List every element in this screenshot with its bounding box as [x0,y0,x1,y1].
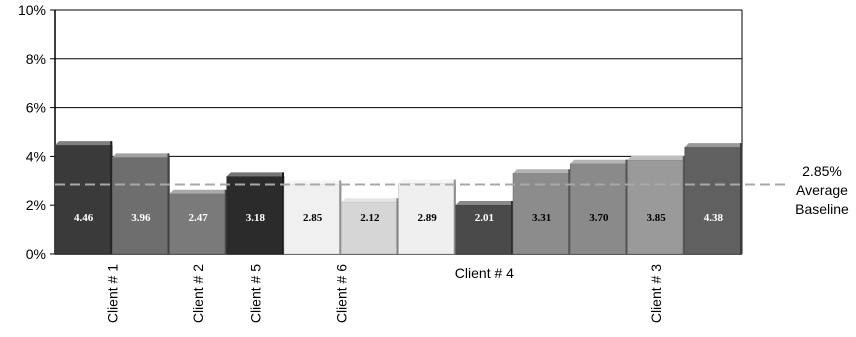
category-label: Client # 1 [104,264,120,323]
category-labels: Client # 1 Client # 2 Client # 5 Client # 6… [104,264,664,323]
y-axis-ticks: 0% 2% 4% 6% 8% 10% [18,2,55,262]
bar-top [169,189,227,194]
bar [398,183,456,255]
bar [54,144,113,255]
y-tick-label: 4% [26,148,46,164]
bar-value-label: 2.89 [418,212,438,224]
bar [512,172,571,255]
bar-value-label: 2.01 [475,212,494,224]
average-baseline: 2.85% Average Baseline [55,163,849,217]
bar-value-label: 2.12 [360,212,380,224]
y-tick-label: 8% [26,51,46,67]
bar [112,157,170,255]
reference-line-label: Baseline [795,201,849,217]
bar [341,202,399,255]
bar-top [341,198,399,203]
bar-value-label: 3.85 [647,212,667,224]
bar [169,193,227,255]
bar-value-label: 4.38 [704,212,724,224]
bar [283,184,342,255]
bar-top [226,172,284,177]
bar-top [684,143,742,148]
bar-top [513,169,571,174]
bar-top [570,159,628,164]
category-label: Client # 5 [247,264,263,323]
bar-top [112,153,170,158]
reference-line-label: 2.85% [802,163,842,179]
y-tick-label: 0% [26,246,46,262]
category-label: Client # 4 [455,265,514,281]
bar [684,146,743,255]
bar [627,159,685,255]
bar-value-label: 2.85 [303,212,323,224]
bar-value-label: 4.46 [74,212,94,224]
category-label: Client # 6 [333,264,349,323]
bar-top [455,200,513,205]
category-label: Client # 2 [190,264,206,323]
bar-value-label: 3.96 [131,212,151,224]
bar-top [55,141,113,146]
y-tick-label: 2% [26,197,46,213]
bar-top [398,179,456,184]
bar-value-label: 3.18 [246,212,266,224]
bar-top [627,156,685,161]
bar-value-label: 2.47 [189,212,209,224]
category-label: Client # 3 [648,264,664,323]
y-tick-label: 6% [26,100,46,116]
bars: 4.46 3.96 2.47 3.18 2.85 2.12 2.89 2.01 3.31 3.70… [54,141,743,255]
bar-value-label: 3.31 [532,212,551,224]
reference-line-label: Average [796,182,848,198]
bar-value-label: 3.70 [589,212,609,224]
y-tick-label: 10% [18,2,46,18]
bar [570,163,628,255]
